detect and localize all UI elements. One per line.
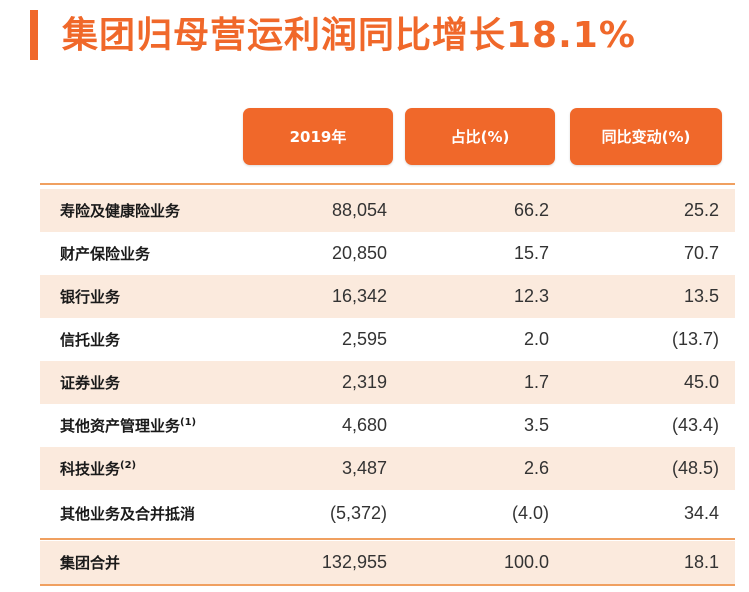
row-label: 寿险及健康险业务 bbox=[60, 202, 181, 220]
total-value-2019: 132,955 bbox=[321, 552, 387, 572]
footnote-marker: (2) bbox=[120, 460, 137, 471]
total-value-yoy: 18.1 bbox=[683, 552, 719, 572]
row-label: 银行业务 bbox=[60, 288, 121, 306]
row-label: 信托业务 bbox=[60, 331, 121, 349]
value-2019: 20,850 bbox=[331, 243, 387, 263]
column-header-share: 占比(%) bbox=[405, 108, 555, 165]
value-share: 3.5 bbox=[523, 415, 549, 435]
row-label: 证券业务 bbox=[60, 374, 121, 392]
column-header-2019: 2019年 bbox=[243, 108, 393, 165]
title-accent-bar bbox=[30, 10, 38, 60]
value-2019: 16,342 bbox=[331, 286, 387, 306]
value-2019: 4,680 bbox=[341, 415, 387, 435]
total-row: 集团合并 132,955 100.0 18.1 bbox=[40, 541, 735, 584]
value-share: 1.7 bbox=[523, 372, 549, 392]
footnote-marker: (1) bbox=[180, 417, 197, 428]
row-label: 科技业务(2) bbox=[60, 460, 137, 478]
value-share: 2.6 bbox=[523, 458, 549, 478]
value-share: 15.7 bbox=[513, 243, 549, 263]
table-row: 财产保险业务 20,850 15.7 70.7 bbox=[40, 232, 735, 275]
total-value-share: 100.0 bbox=[503, 552, 549, 572]
value-yoy: 45.0 bbox=[683, 372, 719, 392]
row-label: 其他资产管理业务(1) bbox=[60, 417, 197, 435]
table-row: 银行业务 16,342 12.3 13.5 bbox=[40, 275, 735, 318]
value-yoy: (43.4) bbox=[671, 415, 719, 435]
value-yoy: 34.4 bbox=[683, 503, 719, 523]
total-label: 集团合并 bbox=[60, 554, 121, 572]
value-share: 66.2 bbox=[513, 200, 549, 220]
value-2019: 3,487 bbox=[341, 458, 387, 478]
value-2019: 2,595 bbox=[341, 329, 387, 349]
value-2019: 2,319 bbox=[341, 372, 387, 392]
value-2019: (5,372) bbox=[329, 503, 387, 523]
table-row: 信托业务 2,595 2.0 (13.7) bbox=[40, 318, 735, 361]
table-row: 其他业务及合并抵消 (5,372) (4.0) 34.4 bbox=[40, 492, 735, 535]
value-yoy: 70.7 bbox=[683, 243, 719, 263]
value-share: 2.0 bbox=[523, 329, 549, 349]
value-share: (4.0) bbox=[511, 503, 549, 523]
row-label: 财产保险业务 bbox=[60, 245, 151, 263]
column-header-yoy: 同比变动(%) bbox=[570, 108, 722, 165]
table-top-rule bbox=[40, 183, 735, 185]
value-yoy: 25.2 bbox=[683, 200, 719, 220]
value-yoy: (13.7) bbox=[671, 329, 719, 349]
page-title: 集团归母营运利润同比增长18.1% bbox=[62, 15, 636, 56]
value-yoy: (48.5) bbox=[671, 458, 719, 478]
value-2019: 88,054 bbox=[331, 200, 387, 220]
table-row: 寿险及健康险业务 88,054 66.2 25.2 bbox=[40, 189, 735, 232]
row-label: 其他业务及合并抵消 bbox=[60, 505, 196, 523]
value-yoy: 13.5 bbox=[683, 286, 719, 306]
table-row: 证券业务 2,319 1.7 45.0 bbox=[40, 361, 735, 404]
table-row: 科技业务(2) 3,487 2.6 (48.5) bbox=[40, 447, 735, 490]
table-row: 其他资产管理业务(1) 4,680 3.5 (43.4) bbox=[40, 404, 735, 447]
table-bottom-rule bbox=[40, 584, 735, 586]
value-share: 12.3 bbox=[513, 286, 549, 306]
total-top-rule bbox=[40, 538, 735, 540]
